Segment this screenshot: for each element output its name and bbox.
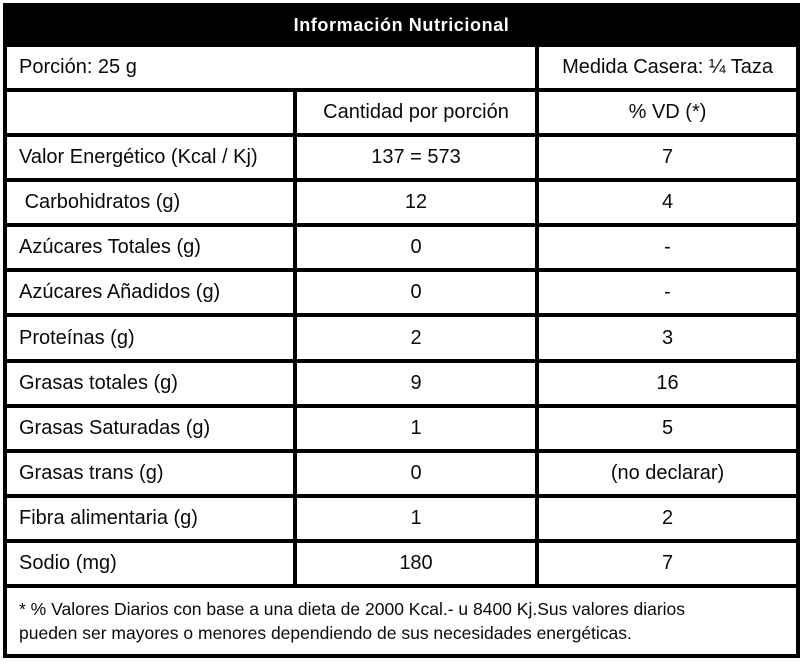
amount-column-header: Cantidad por porción — [293, 88, 539, 138]
row-daily-value: 16 — [534, 358, 800, 408]
empty-header-cell — [3, 88, 297, 138]
row-amount: 0 — [293, 448, 539, 498]
nutrition-table: Información Nutricional Porción: 25 g Me… — [2, 3, 800, 658]
table-row-grasas-trans: Grasas trans (g) 0 (no declarar) — [3, 448, 800, 498]
row-amount: 180 — [293, 538, 539, 589]
table-row-fibra: Fibra alimentaria (g) 1 2 — [3, 493, 800, 543]
row-label: Azúcares Totales (g) — [3, 223, 297, 273]
row-daily-value: 7 — [534, 133, 800, 183]
table-row-grasas-totales: Grasas totales (g) 9 16 — [3, 358, 800, 408]
row-daily-value: (no declarar) — [534, 448, 800, 498]
row-daily-value: - — [534, 223, 800, 273]
row-label: Fibra alimentaria (g) — [3, 493, 297, 543]
row-daily-value: - — [534, 268, 800, 318]
row-daily-value: 4 — [534, 178, 800, 228]
row-amount: 1 — [293, 493, 539, 543]
row-amount: 0 — [293, 223, 539, 273]
footnote-line-1: * % Valores Diarios con base a una dieta… — [19, 598, 686, 619]
row-daily-value: 2 — [534, 493, 800, 543]
row-amount: 9 — [293, 358, 539, 408]
footnote-line-2: pueden ser mayores o menores dependiendo… — [19, 623, 632, 643]
row-daily-value: 3 — [534, 313, 800, 363]
row-label: Sodio (mg) — [3, 538, 297, 589]
column-header-row: Cantidad por porción % VD (*) — [3, 88, 800, 138]
row-label: Grasas Saturadas (g) — [3, 403, 297, 453]
table-row-sodio: Sodio (mg) 180 7 — [3, 538, 800, 589]
row-amount: 0 — [293, 268, 539, 318]
row-label: Grasas totales (g) — [3, 358, 297, 408]
row-daily-value: 7 — [534, 538, 800, 589]
title-row: Información Nutricional — [2, 3, 800, 47]
portion-row: Porción: 25 g Medida Casera: ¼ Taza — [3, 42, 800, 93]
row-label: Proteínas (g) — [3, 313, 297, 363]
table-row-grasas-saturadas: Grasas Saturadas (g) 1 5 — [3, 403, 800, 453]
row-daily-value: 5 — [534, 403, 800, 453]
table-row-carbohidratos: Carbohidratos (g) 12 4 — [3, 178, 800, 228]
portion-cell: Porción: 25 g — [3, 42, 539, 93]
row-amount: 1 — [293, 403, 539, 453]
row-label: Valor Energético (Kcal / Kj) — [3, 133, 297, 183]
household-measure-cell: Medida Casera: ¼ Taza — [534, 42, 800, 93]
table-row-azucares-totales: Azúcares Totales (g) 0 - — [3, 223, 800, 273]
row-amount: 2 — [293, 313, 539, 363]
row-label: Azúcares Añadidos (g) — [3, 268, 297, 318]
table-row-energia: Valor Energético (Kcal / Kj) 137 = 573 7 — [3, 133, 800, 183]
daily-value-column-header: % VD (*) — [534, 88, 800, 138]
table-row-azucares-anadidos: Azúcares Añadidos (g) 0 - — [3, 268, 800, 318]
row-amount: 137 = 573 — [293, 133, 539, 183]
row-amount: 12 — [293, 178, 539, 228]
table-row-proteinas: Proteínas (g) 2 3 — [3, 313, 800, 363]
row-label: Carbohidratos (g) — [3, 178, 297, 228]
footnote-row: * % Valores Diarios con base a una dieta… — [2, 584, 800, 658]
row-label: Grasas trans (g) — [3, 448, 297, 498]
page-title: Información Nutricional — [2, 3, 800, 47]
footnote: * % Valores Diarios con base a una dieta… — [2, 584, 800, 658]
